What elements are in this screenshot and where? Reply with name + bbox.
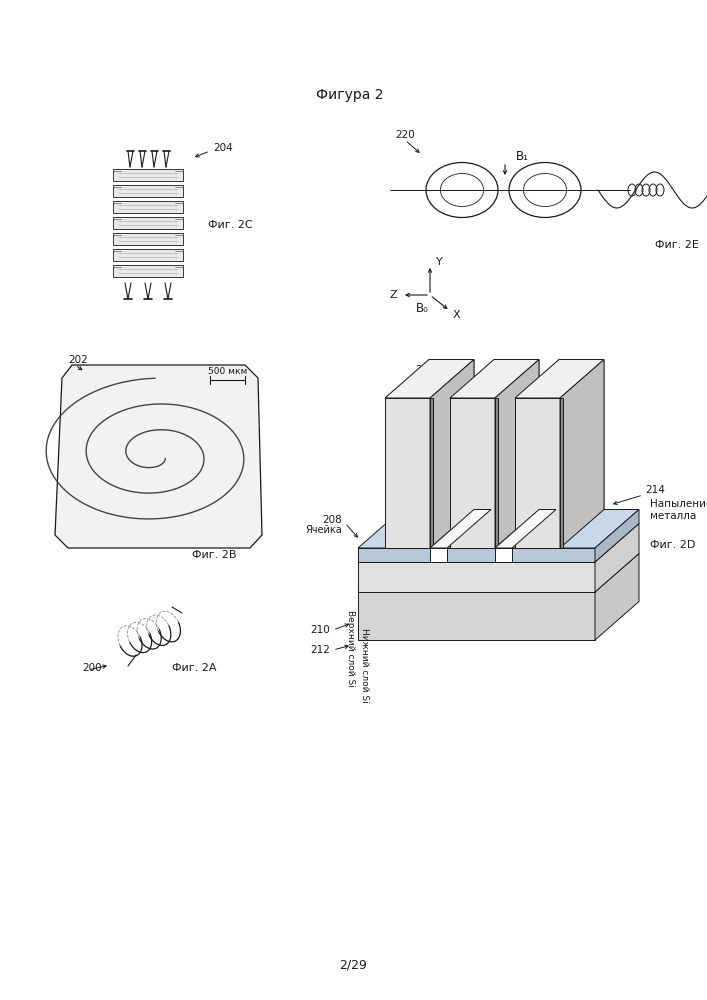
Polygon shape bbox=[113, 201, 183, 213]
Text: B₁: B₁ bbox=[516, 150, 529, 163]
Text: Ячейка: Ячейка bbox=[305, 525, 342, 535]
Text: B₀: B₀ bbox=[416, 302, 428, 316]
Polygon shape bbox=[113, 217, 183, 229]
Polygon shape bbox=[385, 360, 474, 398]
Polygon shape bbox=[113, 265, 183, 277]
Polygon shape bbox=[595, 554, 639, 640]
Polygon shape bbox=[495, 360, 539, 548]
Polygon shape bbox=[55, 365, 262, 548]
Polygon shape bbox=[385, 398, 430, 548]
Polygon shape bbox=[358, 548, 595, 562]
Polygon shape bbox=[113, 249, 183, 261]
Polygon shape bbox=[595, 510, 639, 562]
Text: Z: Z bbox=[390, 290, 397, 300]
Polygon shape bbox=[113, 169, 183, 181]
Polygon shape bbox=[358, 510, 639, 548]
Text: 2/29: 2/29 bbox=[339, 958, 367, 972]
Polygon shape bbox=[495, 548, 512, 562]
Polygon shape bbox=[113, 185, 183, 197]
Polygon shape bbox=[358, 524, 639, 562]
Text: 204: 204 bbox=[213, 143, 233, 153]
Polygon shape bbox=[560, 360, 604, 548]
Text: Фиг. 2D: Фиг. 2D bbox=[650, 540, 696, 550]
Text: Нижний слой Si: Нижний слой Si bbox=[360, 628, 369, 702]
Polygon shape bbox=[358, 554, 639, 592]
Polygon shape bbox=[358, 562, 595, 592]
Polygon shape bbox=[358, 592, 595, 640]
Text: Фиг. 2C: Фиг. 2C bbox=[208, 220, 252, 230]
Polygon shape bbox=[430, 360, 474, 548]
Polygon shape bbox=[495, 510, 556, 548]
Polygon shape bbox=[560, 398, 563, 548]
Polygon shape bbox=[495, 398, 498, 548]
Text: Y: Y bbox=[436, 257, 443, 267]
Polygon shape bbox=[515, 398, 560, 548]
Polygon shape bbox=[450, 398, 495, 548]
Text: 212: 212 bbox=[310, 645, 330, 655]
Text: 500 мкм: 500 мкм bbox=[208, 367, 247, 376]
Polygon shape bbox=[595, 524, 639, 592]
Polygon shape bbox=[430, 398, 433, 548]
Text: Фиг. 2A: Фиг. 2A bbox=[172, 663, 216, 673]
Text: Фигура 2: Фигура 2 bbox=[316, 88, 384, 102]
Polygon shape bbox=[113, 233, 183, 245]
Text: Верхний слой Si: Верхний слой Si bbox=[346, 610, 355, 686]
Text: 208: 208 bbox=[322, 515, 342, 525]
Polygon shape bbox=[430, 548, 447, 562]
Text: 206: 206 bbox=[415, 365, 435, 375]
Text: 202: 202 bbox=[68, 355, 88, 365]
Polygon shape bbox=[515, 360, 604, 398]
Text: 200: 200 bbox=[82, 663, 102, 673]
Text: 220: 220 bbox=[395, 130, 415, 140]
Text: X: X bbox=[453, 310, 461, 320]
Text: 214: 214 bbox=[645, 485, 665, 495]
Text: 210: 210 bbox=[310, 625, 330, 635]
Polygon shape bbox=[430, 510, 491, 548]
Text: Напыление
металла: Напыление металла bbox=[650, 499, 707, 521]
Text: Фиг. 2B: Фиг. 2B bbox=[192, 550, 237, 560]
Polygon shape bbox=[450, 360, 539, 398]
Text: Фиг. 2E: Фиг. 2E bbox=[655, 240, 699, 250]
